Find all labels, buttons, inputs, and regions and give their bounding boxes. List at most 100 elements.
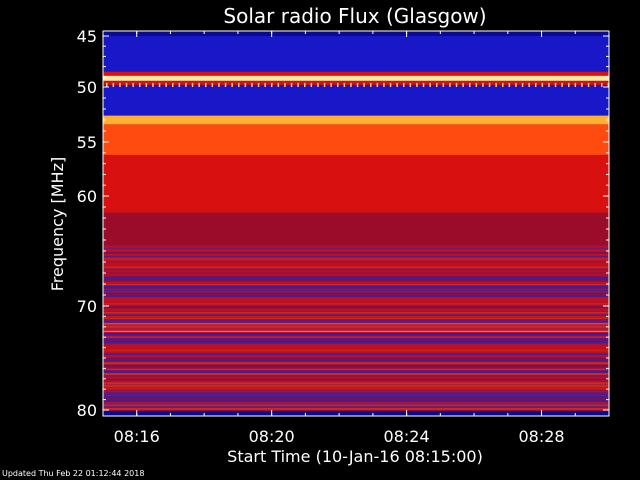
interference-tick [112, 82, 115, 87]
y-tick-label: 55 [77, 133, 97, 152]
texture-line [103, 313, 609, 315]
texture-line [103, 374, 609, 377]
interference-tick [554, 82, 557, 87]
interference-tick [409, 82, 412, 87]
interference-tick [574, 82, 577, 87]
texture-line [103, 283, 609, 285]
y-tick-label: 80 [77, 401, 97, 420]
texture-line [103, 338, 609, 341]
texture-line [103, 394, 609, 398]
chart-title: Solar radio Flux (Glasgow) [223, 4, 486, 28]
interference-tick [310, 82, 313, 87]
interference-tick [152, 82, 154, 87]
texture-line [103, 384, 609, 387]
texture-line [103, 254, 609, 256]
texture-line [103, 322, 609, 325]
interference-tick [462, 82, 464, 87]
texture-line [103, 380, 609, 383]
texture-line [103, 296, 609, 300]
texture-line [103, 409, 609, 411]
interference-tick [172, 82, 174, 87]
interference-tick [561, 82, 563, 87]
texture-line [103, 344, 609, 348]
texture-line [103, 311, 609, 314]
texture-line [103, 317, 609, 320]
y-tick-label: 60 [77, 187, 97, 206]
interference-tick [469, 82, 471, 87]
freq-band [103, 84, 609, 116]
texture-line [103, 256, 609, 259]
interference-tick [264, 82, 266, 87]
interference-tick [284, 82, 286, 87]
texture-line [103, 369, 609, 371]
texture-line [103, 320, 609, 323]
texture-line [103, 285, 609, 287]
interference-tick [389, 82, 392, 87]
interference-tick [601, 82, 603, 87]
texture-line [103, 343, 609, 346]
freq-band [103, 115, 609, 125]
interference-tick [528, 82, 530, 87]
interference-tick [337, 82, 339, 87]
texture-line [103, 295, 609, 298]
freq-band [103, 36, 609, 43]
y-tick-label: 70 [77, 297, 97, 316]
interference-tick [323, 82, 326, 87]
interference-tick [178, 82, 181, 87]
interference-tick [211, 82, 214, 87]
texture-line [103, 281, 609, 284]
texture-line [103, 266, 609, 268]
interference-tick [251, 82, 253, 87]
interference-tick [416, 82, 418, 87]
texture-line [103, 360, 609, 362]
interference-tick [482, 82, 484, 87]
x-tick-label: 08:24 [384, 427, 430, 446]
freq-band [103, 42, 609, 72]
interference-tick [198, 82, 200, 87]
y-axis: 45 50 55 60 70 80 [77, 27, 609, 420]
interference-tick [125, 82, 128, 87]
interference-tick [317, 82, 319, 87]
freq-band [103, 212, 609, 246]
texture-line [103, 323, 609, 327]
interference-tick [145, 82, 148, 87]
interference-tick [502, 82, 504, 87]
interference-tick [244, 82, 247, 87]
interference-tick [515, 82, 517, 87]
texture-line [103, 331, 609, 334]
x-tick-label: 08:16 [114, 427, 160, 446]
interference-tick [224, 82, 227, 87]
texture-line [103, 353, 609, 355]
texture-line [103, 350, 609, 352]
y-tick-label: 50 [77, 78, 97, 97]
interference-tick [581, 82, 583, 87]
interference-tick [218, 82, 220, 87]
interference-tick [568, 82, 570, 87]
texture-line [103, 388, 609, 391]
texture-line [103, 263, 609, 266]
texture-line [103, 301, 609, 304]
texture-line [103, 308, 609, 312]
y-tick-label: 45 [77, 27, 97, 46]
x-axis: 08:16 08:20 08:24 08:28 [102, 31, 610, 446]
interference-tick [185, 82, 187, 87]
interference-tick [449, 82, 451, 87]
texture-line [103, 333, 609, 336]
freq-band [103, 154, 609, 213]
interference-tick [429, 82, 431, 87]
interference-tick [158, 82, 161, 87]
texture-line [103, 276, 609, 280]
texture-line [103, 362, 609, 365]
y-axis-label: Frequency [MHz] [48, 157, 67, 291]
interference-tick [363, 82, 365, 87]
interference-tick [132, 82, 134, 87]
texture-line [103, 370, 609, 374]
interference-tick [350, 82, 352, 87]
texture-line [103, 316, 609, 319]
interference-tick [330, 82, 332, 87]
interference-tick [548, 82, 550, 87]
texture-line [103, 259, 609, 261]
texture-line [103, 300, 609, 303]
texture-line [103, 367, 609, 371]
texture-line [103, 267, 609, 269]
